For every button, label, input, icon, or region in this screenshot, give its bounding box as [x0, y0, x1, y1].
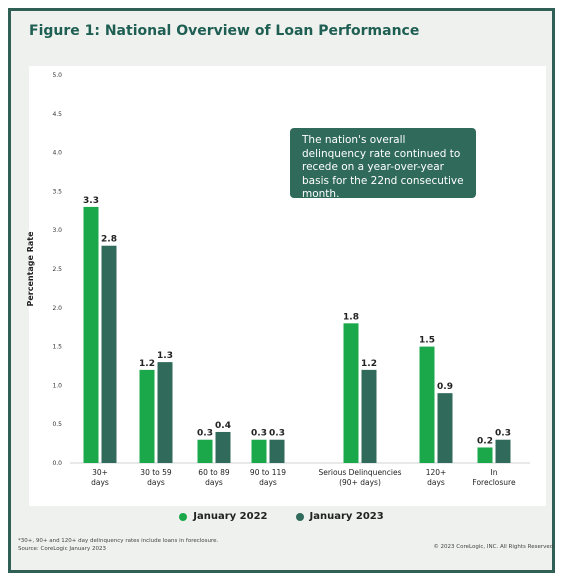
bar-january-2022 [83, 206, 99, 464]
x-tick-label: Serious Delinquencies [318, 468, 401, 477]
y-tick-label: 3.5 [52, 188, 62, 195]
bar-value-label: 0.9 [437, 382, 453, 392]
x-tick-label: days [259, 478, 277, 487]
y-tick-label: 5.0 [52, 72, 62, 79]
bar-january-2023 [215, 431, 231, 463]
bar-value-label: 0.3 [495, 429, 511, 439]
x-tick-label: (90+ days) [339, 478, 381, 487]
legend-item-january-2022: January 2022 [179, 511, 268, 522]
bar-value-label: 0.4 [215, 421, 231, 431]
footnote: *30+, 90+ and 120+ day delinquency rates… [18, 538, 218, 553]
y-tick-label: 2.0 [52, 305, 62, 312]
y-tick-label: 2.5 [52, 266, 62, 273]
bar-january-2022 [197, 439, 213, 463]
x-tick-label: days [205, 478, 223, 487]
bar-january-2023 [437, 393, 453, 463]
chart-title: Figure 1: National Overview of Loan Perf… [29, 23, 420, 39]
x-tick-label: days [91, 478, 109, 487]
bar-january-2023 [269, 439, 285, 463]
bar-value-label: 1.2 [361, 359, 377, 369]
x-tick-label: Foreclosure [472, 478, 516, 487]
x-tick-label: 90 to 119 [250, 468, 286, 477]
y-tick-label: 1.5 [52, 344, 62, 351]
bar-value-label: 1.2 [139, 359, 155, 369]
y-axis-label: Percentage Rate [26, 231, 35, 307]
bar-january-2023 [157, 362, 173, 463]
legend-label-january-2023: January 2023 [309, 511, 384, 522]
y-tick-label: 0.5 [52, 421, 62, 428]
bar-value-label: 0.3 [197, 429, 213, 439]
x-tick-label: 30+ [92, 468, 108, 477]
bar-january-2022 [477, 447, 493, 463]
legend: January 2022 January 2023 [8, 511, 555, 522]
x-tick-label: days [147, 478, 165, 487]
bar-january-2022 [251, 439, 267, 463]
bar-january-2023 [101, 245, 117, 463]
x-tick-label: 120+ [426, 468, 447, 477]
legend-label-january-2022: January 2022 [193, 511, 268, 522]
bar-january-2022 [419, 346, 435, 463]
x-tick-label: days [427, 478, 445, 487]
bar-value-label: 2.8 [101, 235, 117, 245]
bar-january-2023 [361, 369, 377, 463]
footnote-source: Source: CoreLogic January 2023 [18, 545, 106, 552]
bar-value-label: 3.3 [83, 196, 99, 206]
y-tick-label: 1.0 [52, 382, 62, 389]
bar-value-label: 1.3 [157, 351, 173, 361]
bar-value-label: 0.3 [269, 429, 285, 439]
y-tick-label: 4.5 [52, 111, 62, 118]
y-tick-label: 0.0 [52, 460, 62, 467]
bar-value-label: 0.3 [251, 429, 267, 439]
x-tick-label: In [491, 468, 498, 477]
y-tick-label: 4.0 [52, 150, 62, 157]
x-tick-label: 60 to 89 [198, 468, 230, 477]
callout-box: The nation's overall delinquency rate co… [290, 128, 476, 200]
copyright: © 2023 CoreLogic, INC. All Rights Reserv… [433, 544, 555, 550]
bar-january-2022 [343, 323, 359, 463]
bar-january-2023 [495, 439, 511, 463]
y-tick-label: 3.0 [52, 227, 62, 234]
legend-swatch-january-2023 [295, 512, 304, 521]
bar-value-label: 0.2 [477, 436, 493, 446]
legend-item-january-2023: January 2023 [295, 511, 384, 522]
footnote-line-1: *30+, 90+ and 120+ day delinquency rates… [18, 538, 219, 544]
bar-value-label: 1.5 [419, 336, 435, 346]
x-tick-label: 30 to 59 [140, 468, 172, 477]
bar-value-label: 1.8 [343, 312, 359, 322]
bar-january-2022 [139, 369, 155, 463]
legend-swatch-january-2022 [179, 512, 188, 521]
